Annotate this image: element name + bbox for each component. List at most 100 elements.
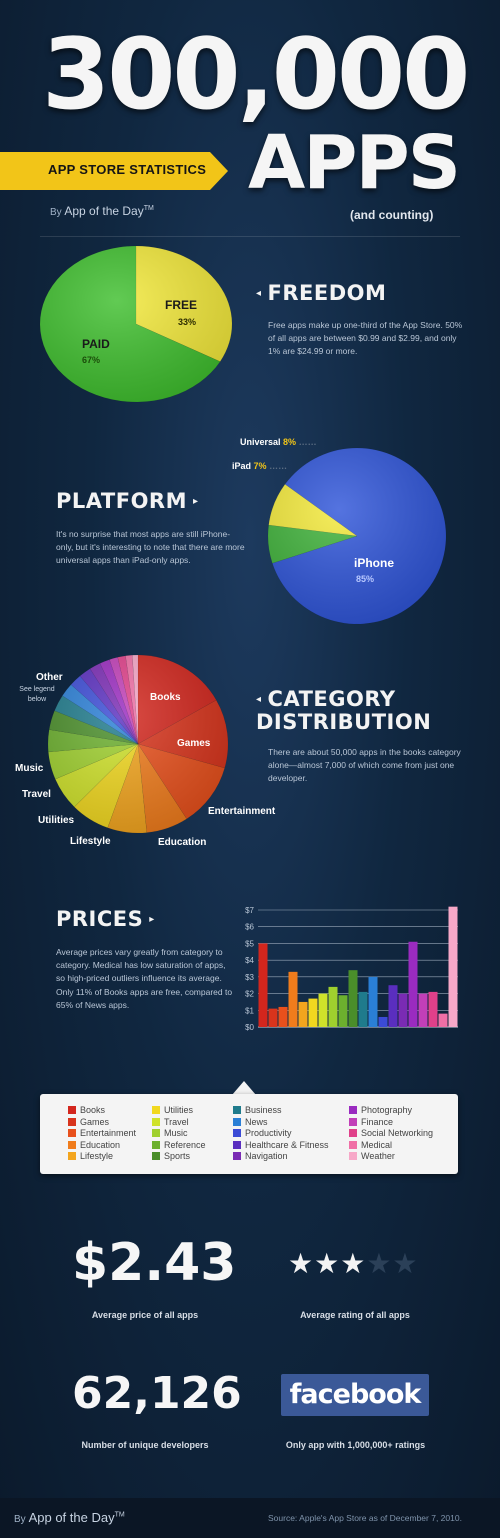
legend-label: Photography [361,1105,413,1115]
price-bar-entertainment [278,1006,288,1027]
prices-y-tick: $1 [245,1006,254,1015]
platform-title: PLATFORM ▸ [56,489,199,513]
legend-swatch [233,1117,241,1126]
legend-label: Utilities [164,1105,194,1115]
prices-y-tick: $5 [245,939,254,948]
legend-item-utilities: Utilities [152,1105,193,1115]
legend-swatch [68,1152,76,1160]
legend-item-healthcare-fitness: Healthcare & Fitness [233,1140,329,1150]
legend-label: Healthcare & Fitness [245,1139,329,1150]
legend-swatch [68,1129,76,1137]
byline-tm: TM [143,205,154,212]
legend-label: Travel [164,1116,189,1127]
byline-brand: App of the Day [64,204,144,218]
legend-item-business: Business [233,1105,282,1115]
price-bar-weather [448,906,458,1027]
header-ribbon [0,152,228,190]
prices-y-tick: $4 [245,956,254,965]
legend-swatch [152,1140,160,1149]
legend-item-navigation: Navigation [233,1151,288,1161]
platform-iphone-label: iPhone [354,556,395,570]
prices-y-tick: $6 [245,923,254,932]
legend-item-education: Education [68,1140,120,1150]
platform-ipad-pct: 7% [253,461,267,471]
prices-title-text: PRICES [56,907,144,931]
price-bar-productivity [378,1016,388,1027]
prices-y-tick: $2 [245,990,254,999]
prices-title: PRICES ▸ [56,907,155,931]
price-bar-news [368,976,378,1027]
category-label-games: Games [177,738,211,749]
footer-byline: By App of the DayTM [14,1510,125,1525]
legend-swatch [152,1152,160,1160]
legend-item-finance: Finance [349,1117,393,1127]
legend-swatch [152,1117,160,1126]
header-divider [40,236,460,237]
legend-swatch [152,1106,160,1114]
ribbon-label: APP STORE STATISTICS [48,162,207,177]
legend-swatch [349,1140,357,1149]
footer-brand: App of the Day [28,1510,115,1525]
arrow-right-icon: ▸ [149,914,155,925]
category-label-other: Other [36,672,63,683]
price-bar-games [268,1008,278,1027]
legend-item-entertainment: Entertainment [68,1128,136,1138]
legend-item-photography: Photography [349,1105,412,1115]
category-title-line1: CATEGORY [267,687,396,711]
price-bar-lifestyle [298,1001,308,1027]
leader-dots-2: …… [269,461,288,471]
price-bar-reference [338,995,348,1027]
legend-item-books: Books [68,1105,105,1115]
freedom-paid-pct: 67% [82,355,101,365]
facebook-logo: facebook [281,1374,429,1416]
category-label-travel: Travel [22,789,51,800]
price-bar-sports [348,970,358,1027]
legend-label: Games [80,1116,110,1127]
legend-item-sports: Sports [152,1151,190,1161]
platform-title-text: PLATFORM [56,489,187,513]
legend-label: Productivity [245,1128,292,1138]
legend-swatch [68,1117,76,1126]
star-empty-icon: ★★ [366,1248,419,1279]
legend-swatch [152,1129,160,1137]
price-bar-utilities [308,998,318,1027]
price-bar-education [288,971,298,1027]
legend-label: Reference [164,1139,206,1150]
price-bar-music [328,986,338,1027]
legend-label: Education [80,1139,121,1150]
legend-label: Music [164,1128,188,1138]
legend-item-travel: Travel [152,1117,189,1127]
legend-label: Weather [361,1151,395,1161]
legend-item-news: News [233,1117,268,1127]
legend-label: Social Networking [361,1128,434,1138]
platform-ipad-name: iPad [232,461,252,471]
prices-y-tick: $0 [245,1023,254,1032]
legend-label: Lifestyle [80,1151,114,1161]
price-bar-books [258,943,268,1027]
platform-universal-name: Universal [240,437,281,447]
header-byline: By App of the DayTM [50,204,154,218]
category-body: There are about 50,000 apps in the books… [268,747,461,784]
avg-price-caption: Average price of all apps [91,1310,199,1320]
legend-label: Sports [164,1151,191,1161]
legend-item-weather: Weather [349,1151,395,1161]
platform-ipad-label: iPad 7% …… [232,461,287,471]
platform-universal-label: Universal 8% …… [240,437,317,447]
legend-label: Entertainment [80,1128,137,1138]
legend-label: Finance [361,1116,394,1127]
legend-swatch [233,1129,241,1137]
category-title: ◂ CATEGORY DISTRIBUTION [256,687,431,734]
legend-item-social-networking: Social Networking [349,1128,433,1138]
prices-body: Average prices vary greatly from categor… [56,947,233,1010]
freedom-free-pct: 33% [178,317,197,327]
price-bar-navigation [398,993,408,1027]
category-label-utilities: Utilities [38,815,75,826]
platform-iphone-pct: 85% [356,574,375,584]
price-bar-healthcare-fitness [388,985,398,1027]
legend-item-medical: Medical [349,1140,392,1150]
price-bar-finance [418,993,428,1027]
star-filled-icon: ★★★ [288,1248,367,1279]
category-label-lifestyle: Lifestyle [70,836,111,847]
headline-word: APPS [248,120,461,206]
